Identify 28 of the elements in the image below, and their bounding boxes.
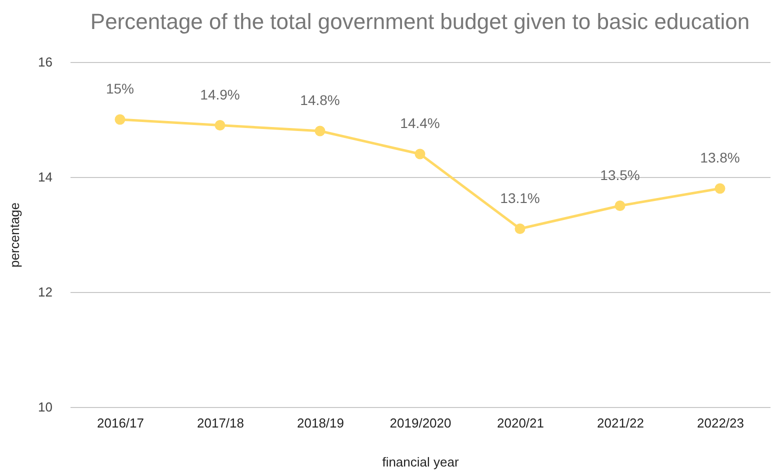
data-label: 13.5% [600, 166, 640, 183]
x-tick-label: 2018/19 [297, 416, 344, 430]
point [714, 183, 726, 194]
y-tick-label: 12 [38, 284, 52, 300]
x-tick-label: 2017/18 [197, 416, 244, 430]
x-tick-label: 2016/17 [97, 416, 144, 430]
data-label: 14.9% [200, 86, 240, 102]
chart-title: Percentage of the total government budget given to basic education [90, 9, 750, 34]
x-tick-label: 2019/2020 [390, 416, 452, 430]
x-tick-label: 2020/21 [497, 416, 544, 430]
point [614, 200, 626, 211]
data-label: 14.4% [400, 115, 440, 131]
data-label: 14.8% [300, 92, 340, 108]
y-axis-title: percentage [7, 202, 22, 268]
x-axis-title: financial year [382, 454, 460, 470]
point [114, 114, 126, 125]
point [314, 126, 326, 136]
data-label: 13.1% [500, 190, 540, 206]
point [514, 224, 526, 234]
point [214, 120, 226, 130]
x-tick-label: 2021/22 [597, 416, 644, 430]
y-tick-label: 14 [38, 170, 52, 184]
data-label: 15% [106, 80, 134, 96]
y-tick-label: 10 [38, 400, 52, 414]
y-tick-label: 16 [38, 54, 52, 70]
x-tick-label: 2022/23 [697, 416, 744, 430]
point [414, 148, 426, 160]
data-label: 13.8% [700, 150, 740, 166]
